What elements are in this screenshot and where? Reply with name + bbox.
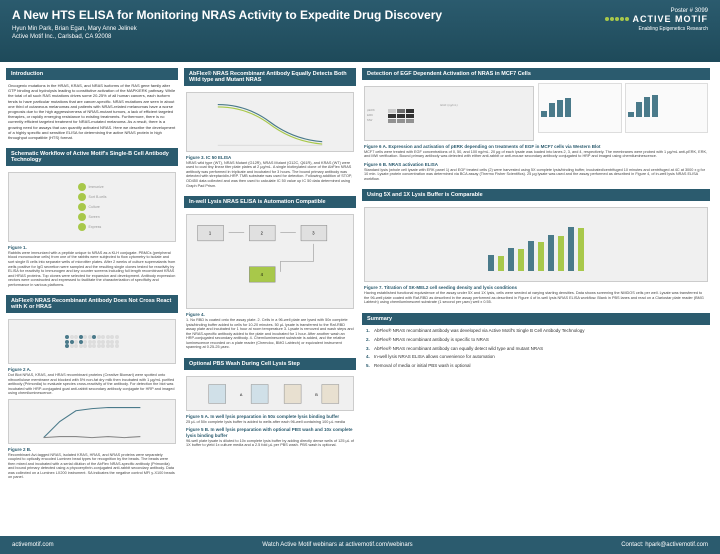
fig6a-caption: MCF7 cells were treated with EGF concent… (364, 150, 708, 159)
line-chart-icon (9, 400, 175, 443)
logo-area: Poster # 3099 ACTIVE MOTIF Enabling Epig… (605, 8, 709, 32)
summary-item-1: AbFlex® NRAS recombinant antibody was de… (366, 328, 708, 334)
logo: ACTIVE MOTIF (605, 14, 709, 24)
dose-curve-icon (187, 93, 353, 151)
wtmutant-body: Figure 3. IC 50 ELISA NRAS wild type (WT… (184, 86, 356, 191)
figure-2a-dotblot (8, 319, 176, 364)
fig5b-caption: 96-well plate lysate is diluted to 10x c… (186, 439, 354, 448)
fig3-caption: NRAS wild type (WT), NRAS Mutant (G12R),… (186, 161, 354, 188)
lysisbuffer-header: Using 5X and 1X Lysis Buffer is Comparab… (362, 189, 710, 201)
logo-text: ACTIVE MOTIF (633, 14, 709, 24)
fig6b-caption: Standard lysis (whole cell lysate with E… (364, 168, 708, 182)
figure-7-barchart (364, 207, 708, 282)
workflow-section: Schematic Workflow of Active Motif's Sin… (6, 148, 178, 290)
pbswash-body: A B Figure 5 A. In well lysis preparatio… (184, 370, 356, 451)
crossreact-body: Figure 2 A. Dot Blot NRAS, KRAS, and HRA… (6, 313, 178, 483)
figure-6b-chart2 (625, 83, 709, 133)
lysis-diagram-icon: A B (187, 377, 353, 410)
fig5b-label: Figure 5 B. In well lysis preparation wi… (186, 427, 354, 439)
automation-body: 1 2 3 4 Figure 4. 1. No (184, 208, 356, 353)
intro-header: Introduction (6, 68, 178, 80)
summary-header: Summary (362, 313, 710, 325)
footer-center: Watch Active Motif webinars at activemot… (262, 542, 413, 548)
header-text-block: A New HTS ELISA for Monitoring NRAS Acti… (12, 8, 605, 40)
egf-body: EGF (ng/mL) pERK ERK MW (362, 80, 710, 184)
wtmutant-header: AbFlex® NRAS Recombinant Antibody Equall… (184, 68, 356, 86)
summary-body: AbFlex® NRAS recombinant antibody was de… (362, 325, 710, 375)
poster-footer: activemotif.com Watch Active Motif webin… (0, 536, 720, 554)
intro-section: Introduction Oncogenic mutations in the … (6, 68, 178, 143)
figure-5-diagram: A B (186, 376, 354, 411)
affiliation: Active Motif Inc., Carlsbad, CA 92008 (12, 34, 605, 40)
summary-item-4: In-well lysis NRAS ELISA allows convenie… (366, 354, 708, 360)
pbswash-header: Optional PBS Wash During Cell Lysis Step (184, 358, 356, 370)
lysisbuffer-section: Using 5X and 1X Lysis Buffer is Comparab… (362, 189, 710, 307)
figure-6b-chart1 (538, 83, 622, 133)
column-1: Introduction Oncogenic mutations in the … (6, 68, 178, 530)
fig5a-label: Figure 5 A. In well lysis preparation in… (186, 414, 354, 420)
intro-text: Oncogenic mutations in the HRAS, KRAS, a… (6, 80, 178, 143)
summary-item-5: Removal of media or initial PBS wash is … (366, 363, 708, 369)
authors: Hyun Min Park, Brian Egan, Mary Anne Jel… (12, 26, 605, 32)
footer-left: activemotif.com (12, 542, 54, 548)
fig5a-caption: 25 μL of 50x complete lysis buffer is ad… (186, 420, 354, 425)
fig2a-caption: Dot Blot NRAS, KRAS, and HRAS recombinan… (8, 373, 176, 396)
crossreact-header: AbFlex® NRAS Recombinant Antibody Does N… (6, 295, 178, 313)
poster-header: A New HTS ELISA for Monitoring NRAS Acti… (0, 0, 720, 62)
fig1-caption: Rabbits were immunized with a peptide un… (8, 251, 176, 287)
workflow-body: Immunize Sort B-cells Culture Screen Exp… (6, 166, 178, 290)
pbswash-section: Optional PBS Wash During Cell Lysis Step… (184, 358, 356, 451)
footer-right: Contact: hpark@activemotif.com (621, 542, 708, 548)
logo-dots-icon (605, 17, 629, 21)
wtmutant-section: AbFlex® NRAS Recombinant Antibody Equall… (184, 68, 356, 191)
poster-title: A New HTS ELISA for Monitoring NRAS Acti… (12, 8, 605, 22)
figure-2b-luminex (8, 399, 176, 444)
assay-workflow-icon: 1 2 3 4 (187, 215, 353, 308)
summary-item-2: AbFlex® NRAS recombinant antibody is spe… (366, 337, 708, 343)
figure-1-diagram: Immunize Sort B-cells Culture Screen Exp… (8, 172, 176, 242)
figure-6a-westernblot: EGF (ng/mL) pERK ERK MW (364, 86, 534, 141)
summary-item-3: AbFlex® NRAS recombinant antibody can eq… (366, 346, 708, 352)
figure-4-workflow: 1 2 3 4 (186, 214, 354, 309)
automation-header: In-well Lysis NRAS ELISA is Automation C… (184, 196, 356, 208)
figure-3-ic50 (186, 92, 354, 152)
column-right: Detection of EGF Dependent Activation of… (362, 68, 710, 530)
lysisbuffer-body: Figure 7. Titration of SK-MEL2 cell seed… (362, 201, 710, 307)
workflow-header: Schematic Workflow of Active Motif's Sin… (6, 148, 178, 166)
summary-section: Summary AbFlex® NRAS recombinant antibod… (362, 313, 710, 375)
svg-text:A: A (240, 393, 243, 397)
fig4-caption: 1. No RBD is coated onto the assay plate… (186, 318, 354, 350)
column-2: AbFlex® NRAS Recombinant Antibody Equall… (184, 68, 356, 530)
egf-section: Detection of EGF Dependent Activation of… (362, 68, 710, 184)
egf-header: Detection of EGF Dependent Activation of… (362, 68, 710, 80)
poster-body: Introduction Oncogenic mutations in the … (0, 62, 720, 536)
crossreact-section: AbFlex® NRAS Recombinant Antibody Does N… (6, 295, 178, 483)
automation-section: In-well Lysis NRAS ELISA is Automation C… (184, 196, 356, 353)
fig2b-caption: Recombinant Avi-tagged NRAS, isolated KR… (8, 453, 176, 480)
tagline: Enabling Epigenetics Research (639, 26, 709, 32)
fig7-caption: Having established functional equivalenc… (364, 291, 708, 305)
svg-text:B: B (315, 393, 318, 397)
